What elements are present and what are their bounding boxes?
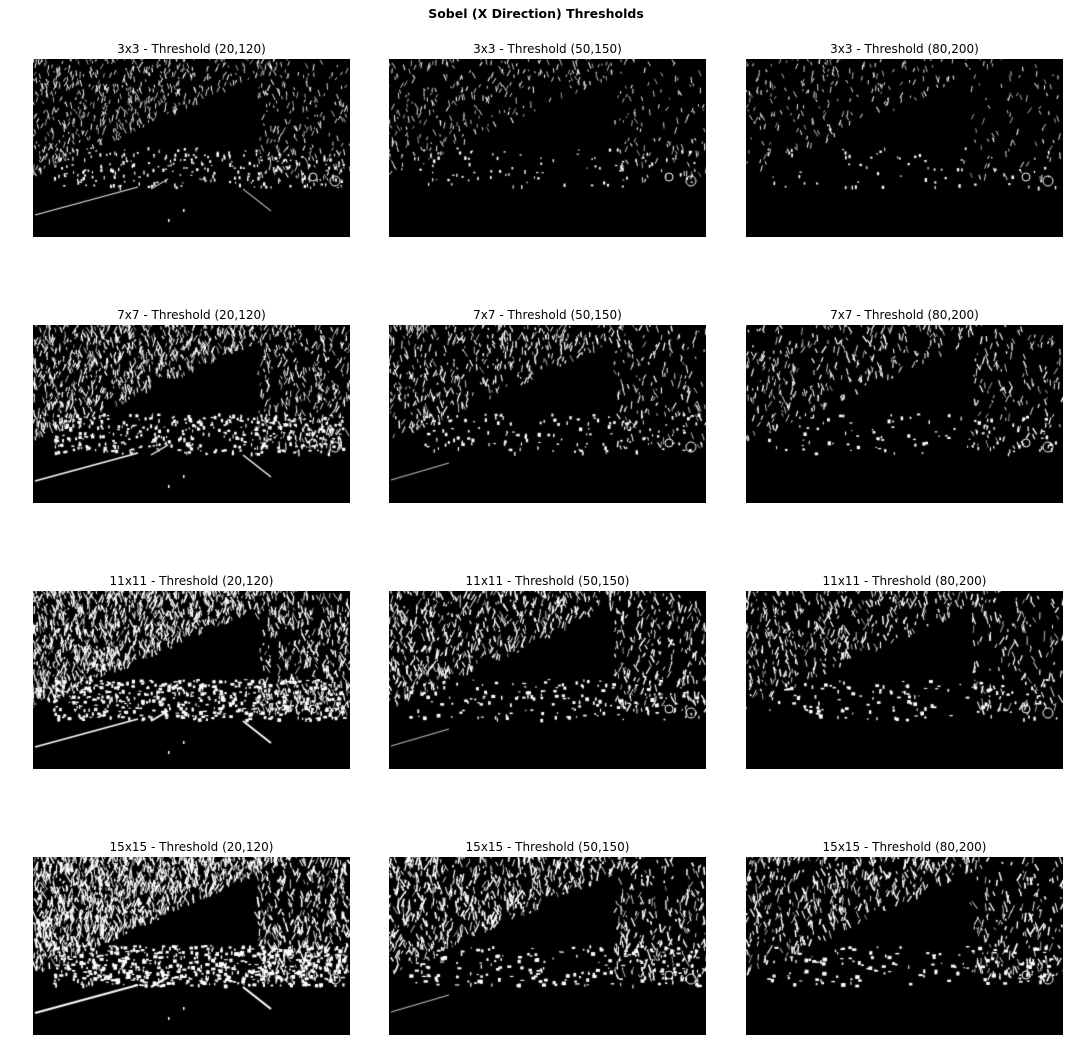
subplot-title: 7x7 - Threshold (20,120) xyxy=(117,308,266,322)
binary-edge-image xyxy=(746,59,1063,237)
binary-edge-image xyxy=(389,591,706,769)
subplot-title: 15x15 - Threshold (80,200) xyxy=(822,840,987,854)
binary-edge-image xyxy=(33,857,350,1035)
subplot-title: 7x7 - Threshold (50,150) xyxy=(473,308,622,322)
binary-edge-image xyxy=(33,591,350,769)
subplot-title: 11x11 - Threshold (50,150) xyxy=(465,574,630,588)
subplot-title: 11x11 - Threshold (20,120) xyxy=(109,574,274,588)
binary-edge-image xyxy=(33,325,350,503)
subplot-title: 3x3 - Threshold (80,200) xyxy=(830,42,979,56)
binary-edge-image xyxy=(33,59,350,237)
figure-title: Sobel (X Direction) Thresholds xyxy=(428,6,644,21)
subplot-title: 3x3 - Threshold (50,150) xyxy=(473,42,622,56)
subplot-title: 11x11 - Threshold (80,200) xyxy=(822,574,987,588)
subplot-title: 7x7 - Threshold (80,200) xyxy=(830,308,979,322)
binary-edge-image xyxy=(746,857,1063,1035)
binary-edge-image xyxy=(746,591,1063,769)
subplot-title: 15x15 - Threshold (20,120) xyxy=(109,840,274,854)
binary-edge-image xyxy=(746,325,1063,503)
binary-edge-image xyxy=(389,857,706,1035)
binary-edge-image xyxy=(389,325,706,503)
subplot-title: 15x15 - Threshold (50,150) xyxy=(465,840,630,854)
subplot-title: 3x3 - Threshold (20,120) xyxy=(117,42,266,56)
binary-edge-image xyxy=(389,59,706,237)
